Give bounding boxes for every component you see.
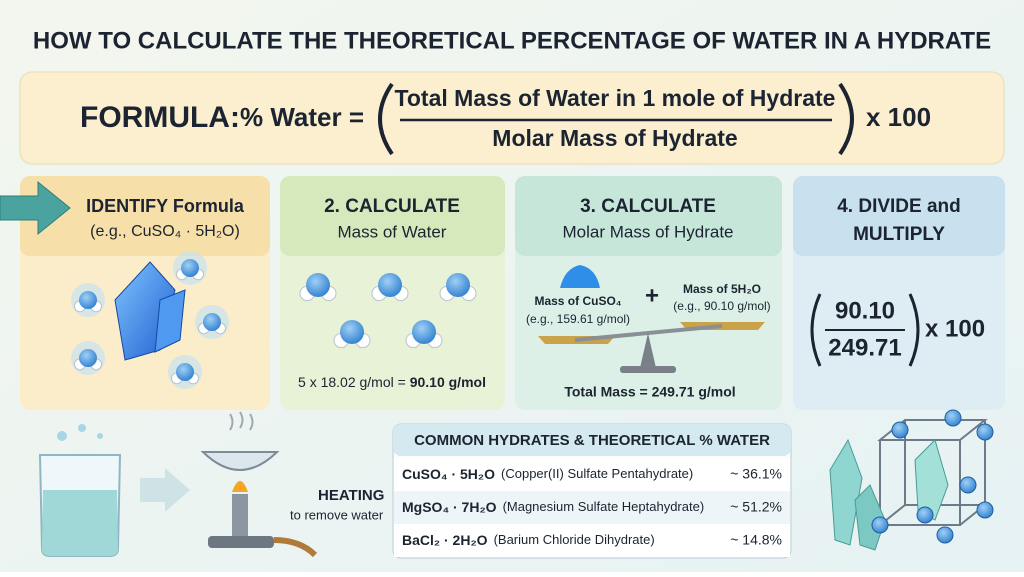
powder: [560, 265, 600, 288]
formula-box: [19, 71, 1005, 165]
step-title: 3. CALCULATE: [580, 196, 716, 217]
step-header: [20, 176, 270, 256]
arrow: [0, 180, 71, 236]
water-molecule: [70, 340, 106, 376]
title: HOW TO CALCULATE THE THEORETICAL PERCENT…: [33, 27, 991, 54]
paren: [378, 82, 394, 156]
oxygen: [176, 363, 194, 381]
burner: [200, 411, 318, 558]
water-molecule: [333, 320, 371, 349]
step-numerator: 90.10: [835, 297, 895, 324]
calculation: 5 x 18.02 g/mol = 90.10 g/mol: [298, 374, 486, 390]
step-header: [515, 176, 782, 256]
water-molecule: [167, 354, 203, 390]
water-molecule: [439, 273, 477, 302]
paren: [908, 293, 920, 367]
hydrate-name: (Barium Chloride Dihydrate): [494, 532, 655, 547]
table-row: [394, 491, 790, 524]
oxygen: [79, 291, 97, 309]
crystal: [154, 289, 186, 353]
atom: [916, 506, 934, 524]
calculation-text: 5 x 18.02 g/mol =: [298, 374, 406, 390]
water-molecule: [172, 250, 208, 286]
row-text: MgSO₄ · 7H₂O (Magnesium Sulfate Heptahydr…: [402, 499, 704, 515]
beaker: [38, 424, 122, 557]
hydrate-name: (Copper(II) Sulfate Pentahydrate): [501, 466, 693, 481]
table-header: [393, 424, 791, 456]
hydrate-name: (Magnesium Sulfate Heptahydrate): [503, 499, 705, 514]
heating-sublabel: to remove water: [290, 507, 384, 522]
table-row: [394, 524, 790, 557]
water-molecule: [371, 273, 409, 302]
step-title: IDENTIFY Formula: [86, 196, 245, 216]
left-example: (e.g., 159.61 g/mol): [526, 312, 630, 326]
oxygen: [446, 273, 470, 297]
water-molecule: [405, 320, 443, 349]
step-header: [280, 176, 505, 256]
atom: [891, 421, 909, 439]
total: Total Mass = 249.71 g/mol: [564, 384, 735, 400]
table-row: [394, 458, 790, 491]
step-subtitle: (e.g., CuSO₄ · 5H₂O): [90, 223, 240, 240]
paren: [810, 293, 822, 367]
oxygen: [203, 313, 221, 331]
left-label: Mass of CuSO₄: [534, 294, 621, 308]
formula-denominator: Molar Mass of Hydrate: [492, 125, 737, 151]
oxygen: [181, 259, 199, 277]
arrow: [140, 468, 190, 512]
water-molecule: [299, 273, 337, 302]
atom: [936, 526, 954, 544]
formula-lhs: % Water =: [240, 102, 364, 132]
atom: [944, 409, 962, 427]
step-title: 4. DIVIDE and: [837, 196, 961, 217]
hydrate-formula: BaCl₂ · 2H₂O: [402, 532, 488, 548]
step-subtitle: MULTIPLY: [853, 224, 945, 245]
water-molecule: [194, 304, 230, 340]
formula-label: FORMULA:: [80, 101, 240, 134]
oxygen: [412, 320, 436, 344]
oxygen: [306, 273, 330, 297]
formula-numerator: Total Mass of Water in 1 mole of Hydrate: [395, 85, 836, 111]
atom: [871, 516, 889, 534]
step-header: [793, 176, 1005, 256]
row-text: CuSO₄ · 5H₂O (Copper(II) Sulfate Pentahyd…: [402, 466, 693, 482]
step-title: 2. CALCULATE: [324, 196, 460, 217]
hydrate-formula: CuSO₄ · 5H₂O: [402, 466, 495, 482]
water-molecule: [70, 282, 106, 318]
oxygen: [340, 320, 364, 344]
operator: +: [645, 282, 659, 309]
hydrate-percent: ~ 36.1%: [730, 466, 782, 482]
right-label: Mass of 5H₂O: [683, 282, 761, 296]
balance: [538, 322, 765, 373]
step-denominator: 249.71: [828, 334, 901, 361]
hydrate-percent: ~ 14.8%: [730, 532, 782, 548]
atom: [976, 423, 994, 441]
oxygen: [79, 349, 97, 367]
calculation-result: 90.10 g/mol: [410, 374, 486, 390]
step-multiplier: x 100: [925, 315, 985, 342]
atom: [976, 501, 994, 519]
heating-label: HEATING: [318, 487, 384, 504]
oxygen: [378, 273, 402, 297]
hydrate-formula: MgSO₄ · 7H₂O: [402, 499, 497, 515]
lattice: [829, 409, 994, 551]
right-example: (e.g., 90.10 g/mol): [673, 299, 770, 313]
hydrate-percent: ~ 51.2%: [730, 499, 782, 515]
step-subtitle: Mass of Water: [338, 222, 447, 241]
step-subtitle: Molar Mass of Hydrate: [563, 222, 734, 241]
row-text: BaCl₂ · 2H₂O (Barium Chloride Dihydrate): [402, 532, 655, 548]
paren: [838, 82, 854, 156]
atom: [959, 476, 977, 494]
table-title: COMMON HYDRATES & THEORETICAL % WATER: [414, 432, 770, 449]
formula-multiplier: x 100: [866, 102, 931, 132]
